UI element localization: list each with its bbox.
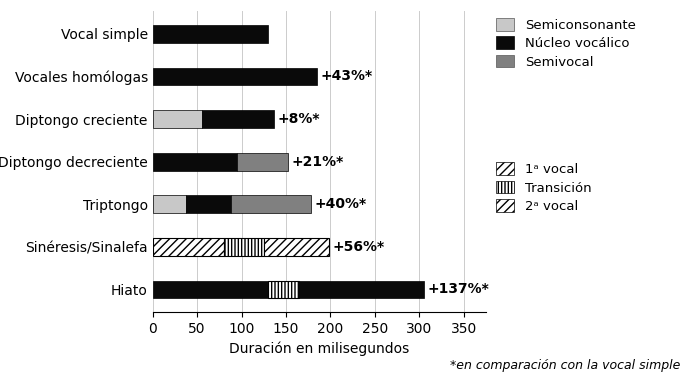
Bar: [237, 153, 288, 171]
Bar: [223, 238, 264, 256]
Bar: [187, 195, 231, 213]
Bar: [153, 280, 268, 299]
Bar: [153, 153, 237, 171]
Text: +56%*: +56%*: [332, 240, 384, 254]
Text: +137%*: +137%*: [428, 282, 489, 296]
Bar: [268, 280, 299, 299]
Bar: [264, 238, 328, 256]
Legend: 1ᵃ vocal, Transición, 2ᵃ vocal: 1ᵃ vocal, Transición, 2ᵃ vocal: [496, 162, 591, 213]
Bar: [153, 110, 201, 128]
X-axis label: Duración en milisegundos: Duración en milisegundos: [229, 341, 409, 356]
Text: +40%*: +40%*: [314, 197, 366, 211]
Bar: [201, 110, 274, 128]
Text: +8%*: +8%*: [278, 112, 321, 126]
Bar: [153, 238, 223, 256]
Bar: [153, 195, 187, 213]
Bar: [299, 280, 423, 299]
Text: *en comparación con la vocal simple: *en comparación con la vocal simple: [450, 359, 680, 372]
Text: +21%*: +21%*: [291, 155, 344, 169]
Bar: [153, 68, 317, 85]
Bar: [231, 195, 311, 213]
Bar: [153, 25, 268, 43]
Text: +43%*: +43%*: [321, 70, 373, 83]
